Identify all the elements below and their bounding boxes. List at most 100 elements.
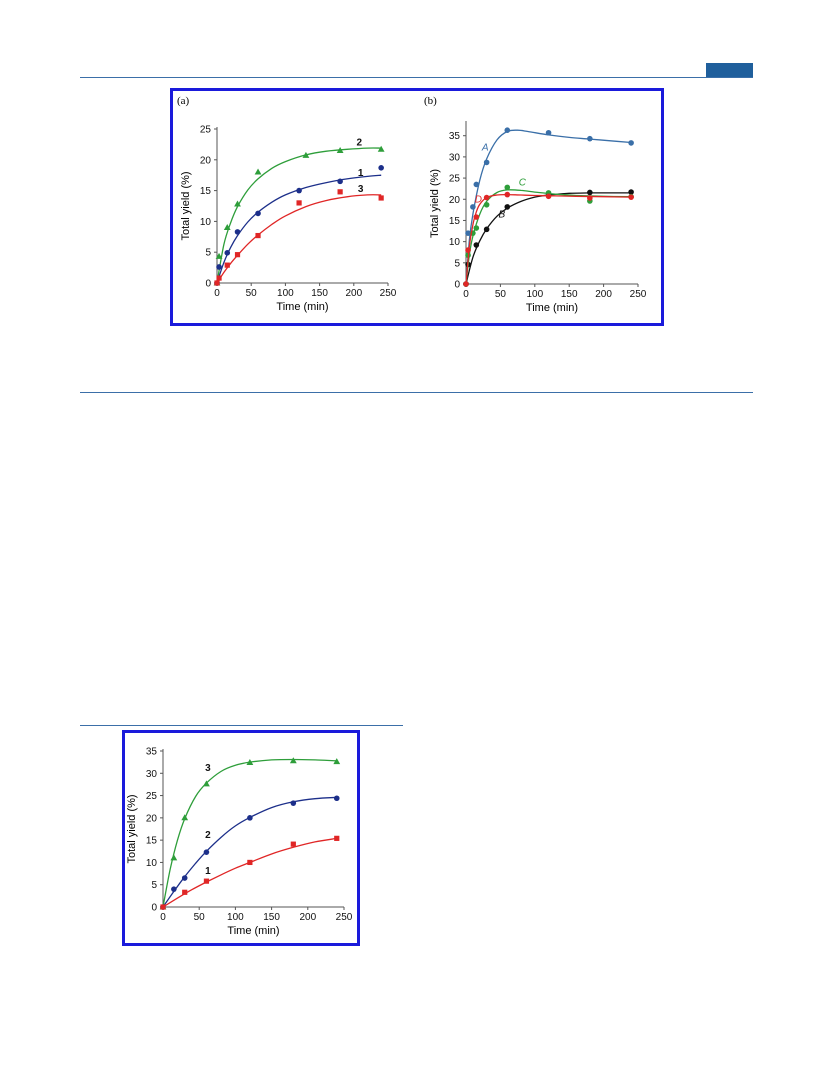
data-point [470,204,476,210]
data-point [628,194,634,200]
y-tick-label: 15 [146,836,158,847]
x-tick-label: 50 [495,289,507,300]
data-point [504,204,511,210]
data-point [289,757,297,764]
y-tick-label: 10 [200,217,212,228]
data-point [181,814,189,821]
data-point [378,165,384,171]
data-point [463,281,469,287]
data-point [247,859,253,866]
data-point [296,200,302,206]
series-label: 1 [205,866,211,877]
series-label: 1 [358,168,364,179]
data-point [182,889,188,895]
x-tick-label: 150 [311,288,328,299]
x-tick-label: 100 [227,912,244,923]
series-label: 2 [205,830,211,841]
data-point [465,247,471,253]
data-point [170,854,178,861]
data-point [234,200,241,207]
data-point [224,262,230,268]
data-point [290,800,297,806]
data-point [628,189,634,195]
y-tick-label: 5 [151,880,157,891]
chart-b: (b) 0 50 100 150 200 250 0 5 10 15 20 25 30 35 Time (mi… [424,95,647,314]
chart-a: (a) 0 50 100 150 200 250 0 5 10 15 20 25 Time (min) To… [177,95,397,313]
x-tick-label: 250 [630,289,647,300]
data-point [628,140,634,146]
series-label: B [498,209,505,220]
data-point [504,127,511,134]
series-label: 3 [358,184,364,195]
chart-c: 0 50 100 150 200 250 0 5 10 15 20 25 30 35 Time (min) T… [126,747,353,938]
y-axis-label: Total yield (%) [126,794,138,863]
panel-label: (b) [424,95,437,107]
data-point [545,129,552,136]
data-point [483,194,490,201]
x-tick-label: 150 [263,912,280,923]
data-point [215,252,223,259]
data-point [465,230,471,236]
data-point [587,195,593,201]
data-point [337,189,343,195]
x-tick-label: 0 [214,288,220,299]
data-point [290,841,296,847]
data-point [203,780,210,787]
series-label: D [475,195,482,206]
data-point [473,225,480,231]
data-point [216,264,222,270]
y-tick-label: 10 [449,237,461,248]
data-point [160,904,166,910]
data-point [483,201,490,208]
y-tick-label: 20 [200,155,212,166]
data-point [296,187,302,194]
data-point [255,210,261,217]
section-rule [80,392,753,393]
x-tick-label: 100 [526,289,543,300]
y-tick-label: 25 [146,791,158,802]
x-axis-label: Time (min) [526,302,578,314]
fit-curve [465,193,632,285]
panel-label: (a) [177,95,190,107]
figure-frame-bottom: 0 50 100 150 200 250 0 5 10 15 20 25 30 35 Time (min) T… [122,730,360,946]
y-tick-label: 0 [151,903,157,914]
data-point [378,195,384,201]
data-point [224,250,231,256]
data-point [223,223,231,230]
y-tick-label: 20 [449,195,461,206]
y-tick-label: 20 [146,813,158,824]
y-tick-label: 15 [449,216,461,227]
y-tick-label: 25 [449,174,461,185]
data-point [181,875,188,881]
x-tick-label: 50 [246,288,258,299]
x-tick-label: 200 [299,912,316,923]
y-axis-label: Total yield (%) [180,171,192,240]
y-tick-label: 15 [200,186,212,197]
data-point [377,145,385,152]
data-point [337,178,343,185]
data-point [483,226,490,233]
fit-curve [465,192,632,285]
y-tick-label: 5 [205,248,211,259]
data-point [246,758,254,765]
x-axis-label: Time (min) [276,301,328,313]
y-tick-label: 10 [146,858,158,869]
fit-curve [216,194,382,284]
x-tick-label: 100 [277,288,294,299]
data-point [247,815,253,821]
data-point [333,795,340,802]
y-tick-label: 30 [146,769,158,780]
data-point [587,135,593,142]
fit-curve [465,189,632,285]
fit-curve [216,147,382,284]
data-point [545,193,552,200]
data-point [587,189,593,196]
series-label: A [481,143,489,154]
y-tick-label: 35 [449,131,461,142]
x-axis-label: Time (min) [227,925,279,937]
data-point [203,849,210,855]
y-tick-label: 35 [146,747,158,758]
series-label: C [519,177,527,188]
data-point [336,146,344,153]
y-tick-label: 0 [454,280,460,291]
